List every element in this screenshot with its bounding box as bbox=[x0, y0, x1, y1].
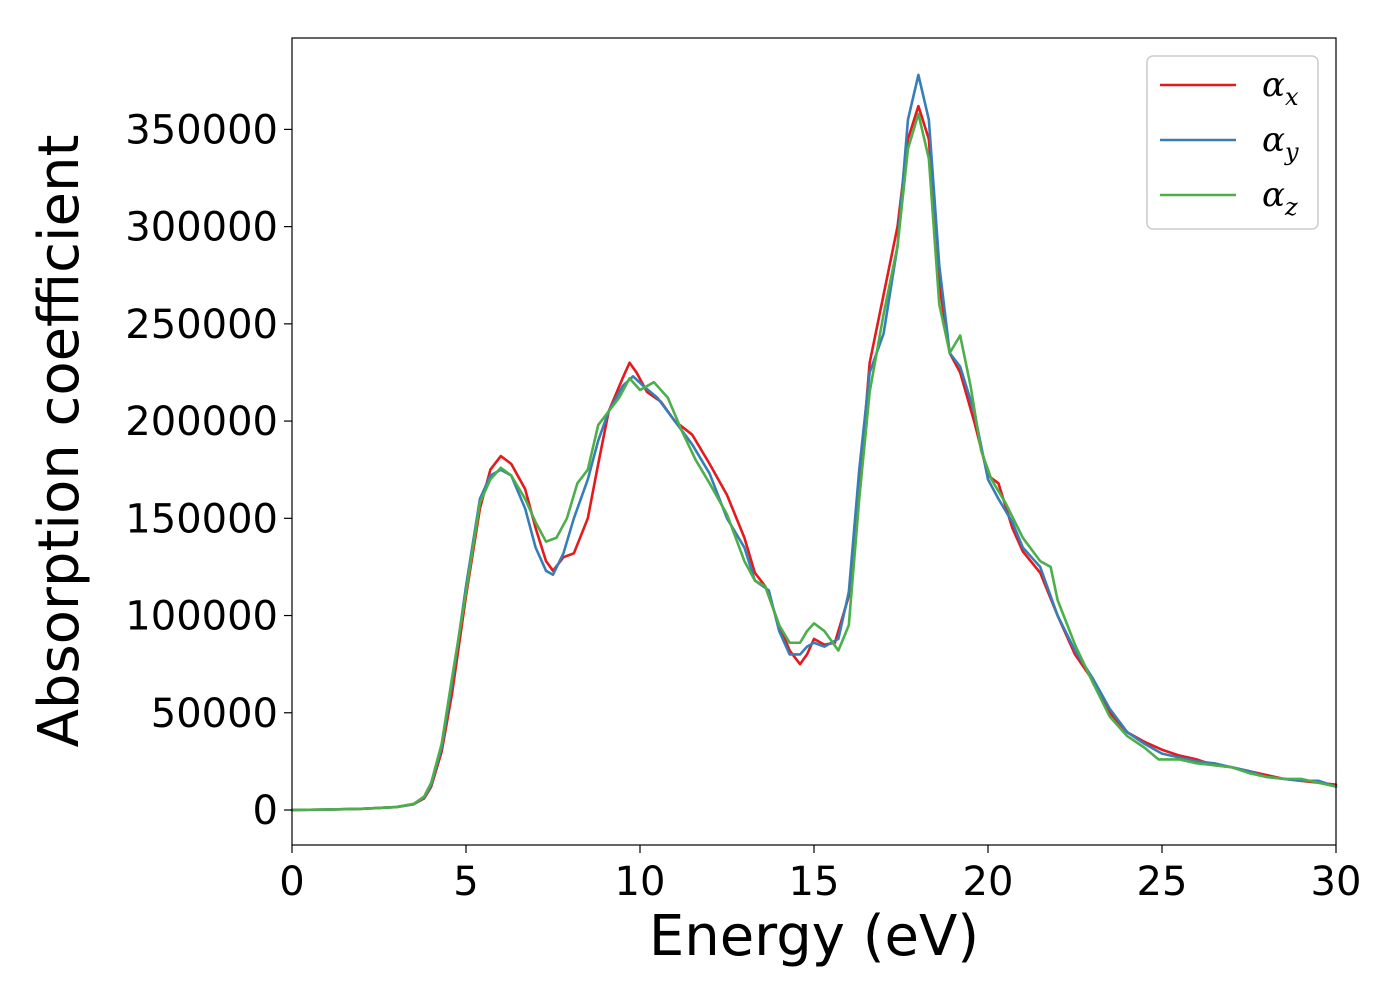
x-axis-title: Energy (eV) bbox=[649, 904, 979, 969]
y-axis: 0 50000 100000 150000 200000 250000 300000 3500… bbox=[125, 107, 292, 834]
y-tick-label: 300000 bbox=[125, 205, 278, 251]
x-tick-label: 5 bbox=[453, 859, 478, 905]
y-tick-label: 250000 bbox=[125, 302, 278, 348]
y-tick-label: 350000 bbox=[125, 107, 278, 153]
x-tick-label: 10 bbox=[615, 859, 666, 905]
x-axis: 0 5 10 15 20 25 30 bbox=[279, 845, 1361, 905]
series-layer bbox=[290, 73, 1338, 812]
y-tick-label: 0 bbox=[253, 788, 278, 834]
x-tick-label: 30 bbox=[1311, 859, 1362, 905]
legend-label-z: αz bbox=[1262, 175, 1298, 221]
legend-box bbox=[1146, 55, 1319, 230]
y-tick-label: 50000 bbox=[151, 691, 278, 737]
y-tick-label: 200000 bbox=[125, 399, 278, 445]
x-tick-label: 15 bbox=[789, 859, 840, 905]
y-axis-title: Absorption coefficient bbox=[27, 135, 92, 748]
x-tick-label: 25 bbox=[1137, 859, 1188, 905]
y-tick-label: 100000 bbox=[125, 594, 278, 640]
legend-label-x: αx bbox=[1262, 65, 1299, 111]
legend-label-y: αy bbox=[1262, 120, 1299, 166]
legend: αx αy αz bbox=[1146, 55, 1319, 230]
x-tick-label: 0 bbox=[279, 859, 304, 905]
x-tick-label: 20 bbox=[963, 859, 1014, 905]
series-line-z bbox=[290, 112, 1338, 812]
y-tick-label: 150000 bbox=[125, 496, 278, 542]
